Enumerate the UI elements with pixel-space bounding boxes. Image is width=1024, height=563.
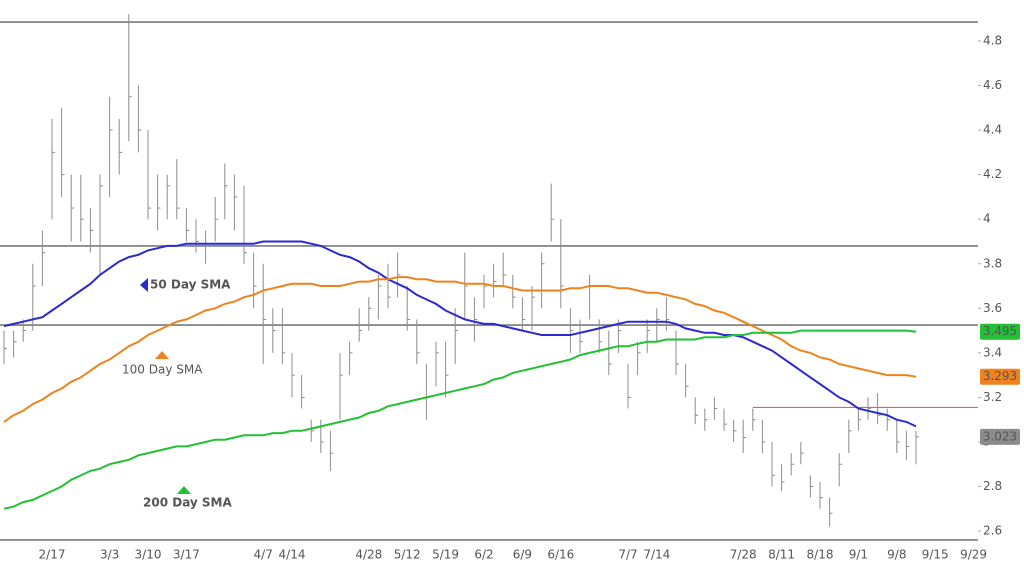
x-tick-label: 5/12 — [394, 548, 421, 562]
last-value-label: 3.495 — [983, 324, 1017, 338]
last-value-box — [980, 368, 1020, 385]
x-tick-label: 4/28 — [355, 548, 382, 562]
x-tick-label: 5/19 — [432, 548, 459, 562]
x-tick-label: 9/1 — [849, 548, 868, 562]
annotation-label: 50 Day SMA — [150, 278, 231, 292]
x-tick-label: 3/3 — [100, 548, 119, 562]
x-tick-label: 6/2 — [474, 548, 493, 562]
x-tick-label: 9/29 — [960, 548, 987, 562]
x-tick-label: 6/16 — [547, 548, 574, 562]
y-tick-label: 4.8 — [983, 33, 1002, 47]
x-tick-label: 9/8 — [887, 548, 906, 562]
y-tick-label: 2.6 — [983, 524, 1002, 538]
last-value-label: 3.023 — [983, 429, 1017, 443]
x-tick-label: 6/9 — [513, 548, 532, 562]
x-tick-label: 7/28 — [730, 548, 757, 562]
x-tick-label: 8/11 — [768, 548, 795, 562]
y-tick-label: 4.4 — [983, 123, 1002, 137]
x-tick-label: 4/14 — [279, 548, 306, 562]
last-value-box — [980, 428, 1020, 445]
y-tick-label: 3.4 — [983, 345, 1002, 359]
x-tick-label: 7/14 — [643, 548, 670, 562]
sma-line — [3, 329, 917, 510]
y-tick-label: 4 — [983, 212, 991, 226]
annotation-marker — [155, 351, 169, 359]
x-tick-label: 8/18 — [807, 548, 834, 562]
x-tick-label: 2/17 — [39, 548, 66, 562]
y-tick-label: 3.2 — [983, 390, 1002, 404]
annotation-label: 200 Day SMA — [143, 496, 233, 510]
sma-line — [3, 240, 917, 428]
x-tick-label: 9/15 — [922, 548, 949, 562]
y-tick-label: 4.2 — [983, 167, 1002, 181]
y-tick-label: 2.8 — [983, 479, 1002, 493]
last-value-box — [980, 323, 1020, 340]
annotation-label: 100 Day SMA — [122, 363, 203, 377]
annotation-marker — [140, 278, 148, 292]
y-tick-label: 4.6 — [983, 78, 1002, 92]
y-tick-label: 3.6 — [983, 301, 1002, 315]
y-tick-label: 3.8 — [983, 256, 1002, 270]
sma-line — [3, 276, 917, 423]
x-tick-label: 3/10 — [135, 548, 162, 562]
last-value-label: 3.293 — [983, 369, 1017, 383]
annotation-marker — [177, 486, 191, 494]
x-tick-label: 7/7 — [618, 548, 637, 562]
x-tick-label: 3/17 — [173, 548, 200, 562]
x-tick-label: 4/7 — [254, 548, 273, 562]
